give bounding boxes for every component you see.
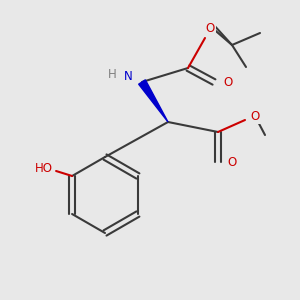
Polygon shape <box>139 80 168 122</box>
Text: O: O <box>224 76 232 88</box>
Text: O: O <box>206 22 214 34</box>
Text: HO: HO <box>35 161 53 175</box>
Text: N: N <box>124 70 132 83</box>
Text: H: H <box>108 68 116 80</box>
Text: O: O <box>227 155 237 169</box>
Text: O: O <box>250 110 260 122</box>
